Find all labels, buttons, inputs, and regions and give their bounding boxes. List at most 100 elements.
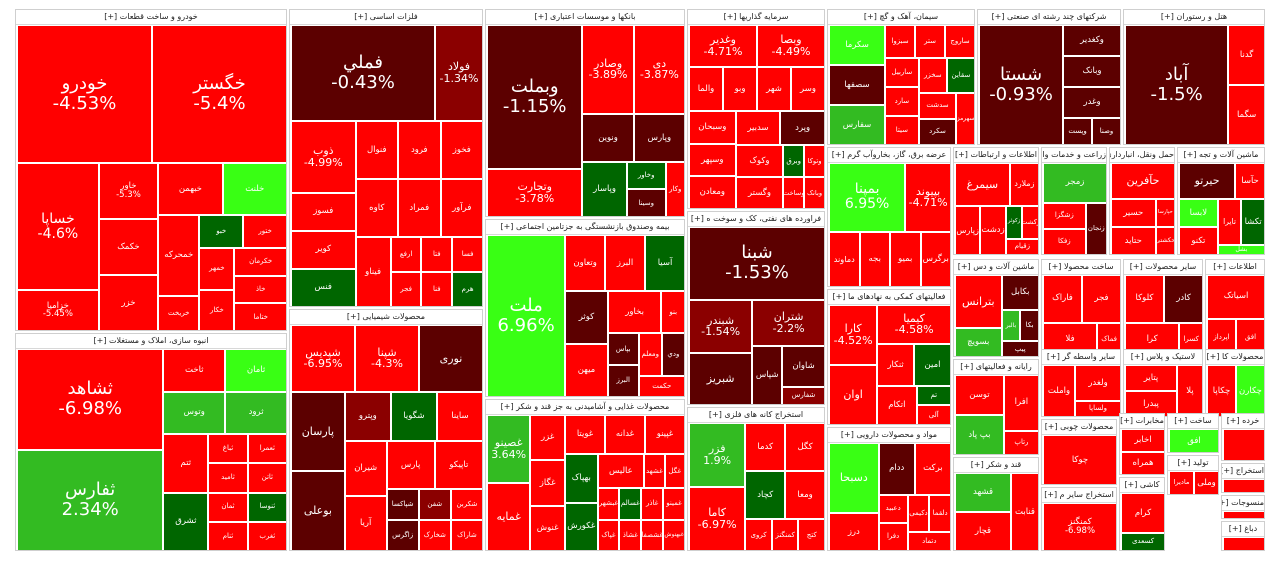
stock-tile[interactable]: واملت xyxy=(1043,365,1075,416)
stock-tile[interactable]: کچاد xyxy=(745,471,786,520)
stock-tile[interactable]: ثشاهد -6.98% xyxy=(17,349,164,450)
stock-tile[interactable]: شبنا -1.53% xyxy=(689,227,824,301)
stock-tile[interactable]: غبشهر xyxy=(597,488,620,520)
stock-tile[interactable]: وغدر xyxy=(1063,86,1120,118)
stock-tile[interactable]: زقیام xyxy=(1005,238,1038,254)
sector-title[interactable]: ساخت محصولا [+] xyxy=(1042,260,1120,275)
stock-tile[interactable]: شپاس xyxy=(752,345,783,404)
stock-tile[interactable]: سارد xyxy=(885,86,919,116)
stock-tile[interactable]: فجر xyxy=(390,271,422,306)
stock-tile[interactable]: ساروج xyxy=(945,25,974,58)
stock-tile[interactable]: وتجارت -3.78% xyxy=(487,169,583,216)
sector-title[interactable]: منسوجات [+] xyxy=(1222,496,1264,511)
stock-tile[interactable]: زدشت xyxy=(980,205,1006,254)
sector-title[interactable]: سایر محصولات [+] xyxy=(1124,260,1202,275)
stock-tile[interactable]: بوعلی xyxy=(291,471,345,550)
stock-tile[interactable]: فخوز xyxy=(440,121,482,180)
stock-tile[interactable]: ختاما xyxy=(234,303,286,330)
stock-tile[interactable]: زفکا xyxy=(1043,228,1086,254)
stock-tile[interactable]: اسیاتک xyxy=(1207,275,1264,319)
stock-tile[interactable]: اوان xyxy=(829,365,878,424)
stock-tile[interactable]: فرود xyxy=(398,121,441,180)
stock-tile[interactable]: پیپ xyxy=(1001,341,1038,356)
stock-tile[interactable]: البرز xyxy=(605,235,646,292)
sector-title[interactable]: خودرو و ساخت قطعات [+] xyxy=(16,10,286,25)
stock-tile[interactable]: پبدرا xyxy=(1125,391,1177,416)
stock-tile[interactable]: سخزر xyxy=(918,57,947,93)
stock-tile[interactable]: وبانک xyxy=(804,177,824,208)
stock-tile[interactable]: امین xyxy=(914,344,950,386)
stock-tile[interactable]: وپرد xyxy=(780,111,824,146)
stock-tile[interactable]: بمپنا 6.95% xyxy=(829,163,906,232)
stock-tile[interactable]: حکشتی xyxy=(1155,227,1174,254)
stock-tile[interactable]: فنس xyxy=(291,268,356,306)
stock-tile[interactable]: غگاز xyxy=(530,460,566,506)
stock-tile[interactable]: ثرود xyxy=(225,391,286,435)
sector-title[interactable]: محصولات غذایی و آشامیدنی به جز قند و شکر… xyxy=(486,400,684,415)
stock-tile[interactable]: ثمان xyxy=(208,492,248,522)
stock-tile[interactable]: وسینا xyxy=(626,189,666,216)
stock-tile[interactable]: فجر xyxy=(1082,275,1120,323)
stock-tile[interactable]: غنوش xyxy=(530,505,566,550)
stock-tile[interactable]: دتماد xyxy=(907,532,950,550)
stock-tile[interactable]: تکشا xyxy=(1241,199,1264,245)
stock-tile[interactable]: غاذر xyxy=(641,488,664,520)
stock-tile[interactable]: پتایر xyxy=(1125,365,1177,391)
stock-tile[interactable]: شیران xyxy=(344,441,387,497)
stock-tile[interactable]: ددام xyxy=(878,443,915,495)
stock-tile[interactable]: قنابت xyxy=(1011,473,1038,550)
stock-tile[interactable]: وپست xyxy=(1063,117,1093,144)
sector-title[interactable]: بانکها و موسسات اعتباری [+] xyxy=(486,10,684,25)
stock-tile[interactable]: لابسا xyxy=(1179,199,1218,228)
stock-tile[interactable]: ساربیل xyxy=(885,57,919,87)
sector-title[interactable]: هتل و رستوران [+] xyxy=(1124,10,1264,25)
sector-title[interactable]: مواد و محصولات دارویی [+] xyxy=(828,428,950,443)
stock-tile[interactable]: سدشت xyxy=(918,92,957,119)
stock-tile[interactable]: خریخت xyxy=(158,295,200,330)
stock-tile[interactable]: دعبید xyxy=(878,494,908,523)
stock-tile[interactable]: خمهر xyxy=(199,248,235,290)
sector-title[interactable]: ساخت [+] xyxy=(1168,414,1218,429)
stock-tile[interactable]: شخارک xyxy=(418,519,451,550)
stock-tile[interactable]: سقاین xyxy=(946,57,974,93)
stock-tile[interactable]: وبرق xyxy=(783,145,805,178)
stock-tile[interactable]: سیتا xyxy=(885,115,919,144)
stock-tile[interactable]: ثفارس 2.34% xyxy=(17,450,164,550)
sector-title[interactable]: فلزات اساسی [+] xyxy=(290,10,482,25)
stock-tile[interactable]: وغدیر -4.71% xyxy=(689,25,757,67)
stock-tile[interactable]: سیمرغ xyxy=(955,163,1010,206)
stock-tile[interactable]: درز xyxy=(829,513,879,550)
stock-tile[interactable]: زنجان xyxy=(1085,202,1106,254)
stock-tile[interactable]: آلی xyxy=(916,405,950,424)
stock-tile[interactable]: وملی xyxy=(1194,471,1218,494)
stock-tile[interactable]: کسعدی xyxy=(1121,533,1164,550)
stock-tile[interactable]: دکیمی xyxy=(907,494,930,533)
stock-tile[interactable]: وتوکا xyxy=(804,145,824,178)
stock-tile[interactable]: ومعا xyxy=(785,471,824,520)
stock-tile[interactable]: سگما xyxy=(1228,85,1264,144)
stock-tile[interactable]: وبانک xyxy=(1063,55,1120,87)
stock-tile[interactable]: پارسان xyxy=(291,391,345,472)
stock-tile[interactable]: ثتم xyxy=(163,434,209,493)
sector-title[interactable]: استخراج [+] xyxy=(1222,464,1264,479)
stock-tile[interactable]: فولاد -1.34% xyxy=(435,25,482,122)
stock-tile[interactable]: کروی xyxy=(745,519,772,550)
stock-tile[interactable]: آریا xyxy=(344,496,387,550)
stock-tile[interactable]: بمیو xyxy=(890,231,921,286)
stock-tile[interactable]: تکنو xyxy=(1179,227,1218,254)
stock-tile[interactable]: برکت xyxy=(914,443,950,495)
stock-tile[interactable]: تاپیکو xyxy=(434,441,482,489)
stock-tile[interactable]: پارس xyxy=(386,441,435,489)
stock-tile[interactable]: ونوین xyxy=(582,114,634,162)
stock-tile[interactable]: دسبحا xyxy=(829,443,879,514)
stock-tile[interactable]: شگویا xyxy=(390,391,437,442)
stock-tile[interactable]: زمجر xyxy=(1043,163,1106,203)
stock-tile[interactable]: نوری xyxy=(419,325,482,392)
stock-tile[interactable]: برگرس xyxy=(920,231,950,286)
stock-tile[interactable]: وصادر -3.89% xyxy=(582,25,634,115)
stock-tile[interactable]: غشاذ xyxy=(619,519,642,550)
stock-tile[interactable]: شاراک xyxy=(450,519,482,550)
stock-tile[interactable]: گدنا xyxy=(1228,25,1264,85)
stock-tile[interactable]: شکربن xyxy=(450,488,482,520)
stock-tile[interactable]: فرآور xyxy=(440,179,482,237)
